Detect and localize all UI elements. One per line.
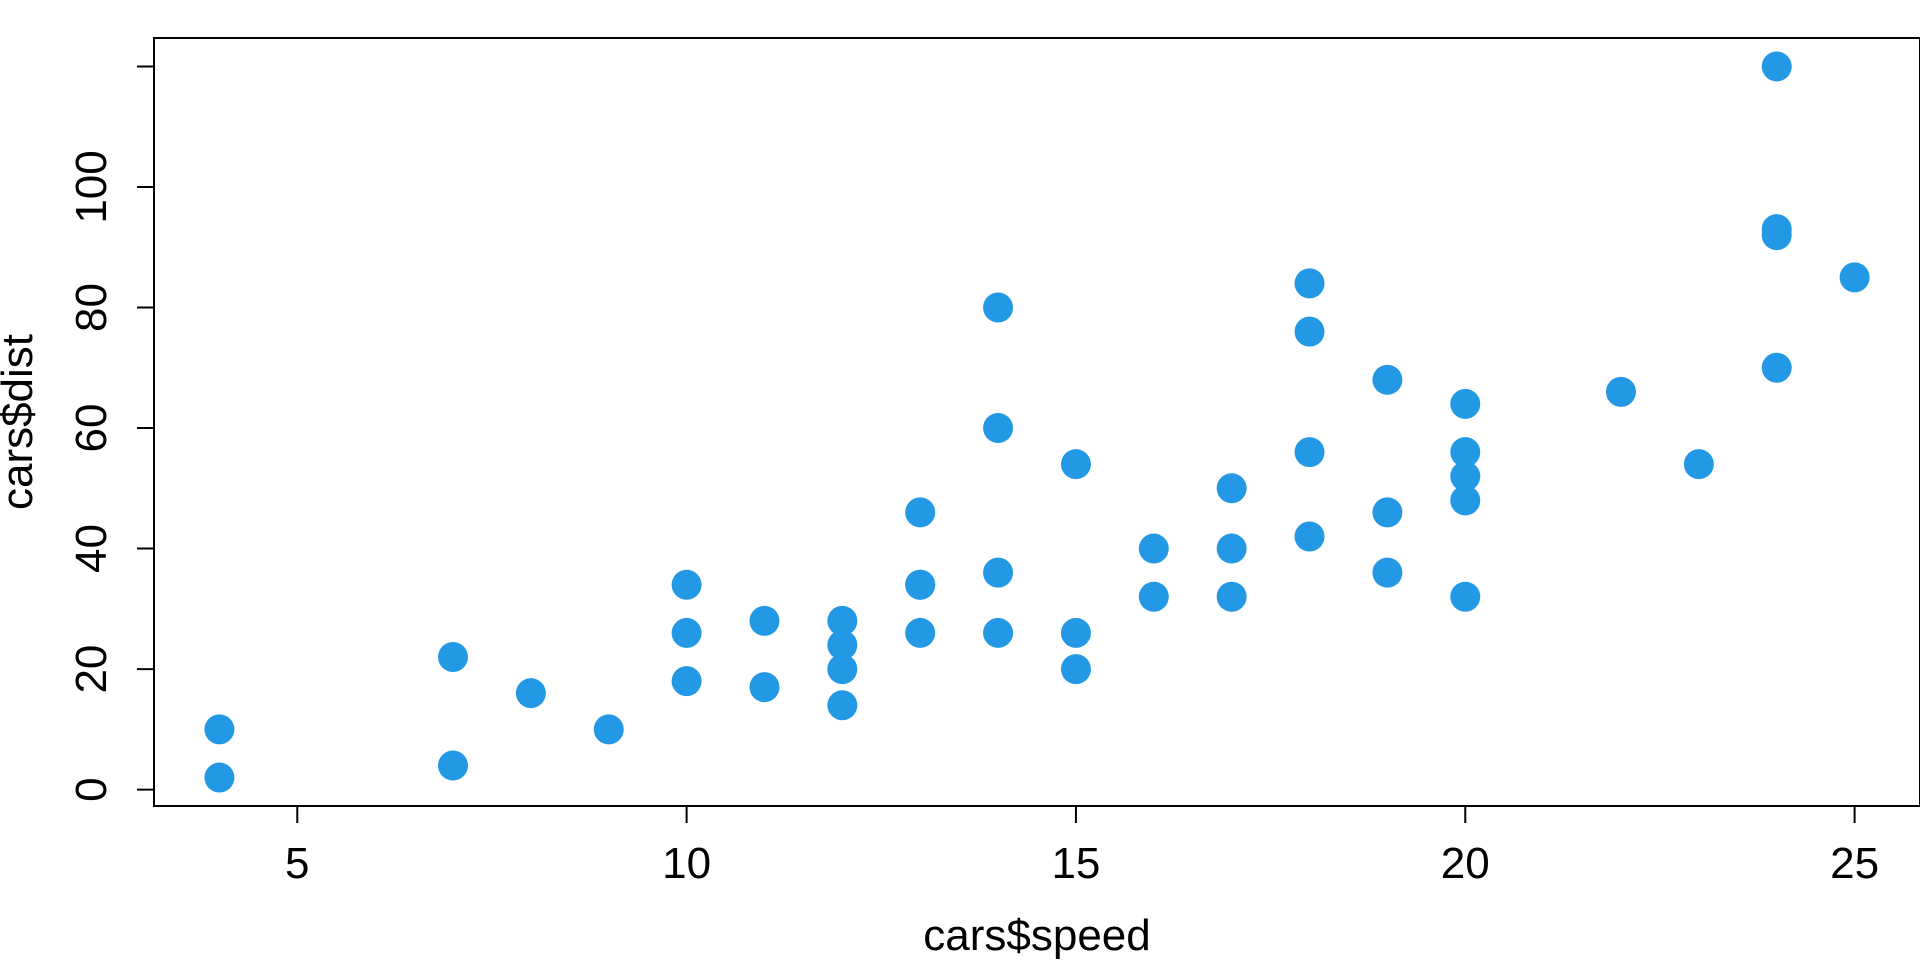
data-point	[983, 557, 1014, 588]
data-point	[1216, 473, 1247, 504]
y-tick-label: 0	[67, 777, 116, 801]
data-point	[1294, 268, 1325, 299]
x-tick-label: 20	[1441, 839, 1490, 888]
x-tick-label: 5	[285, 839, 309, 888]
data-point	[1294, 521, 1325, 552]
data-points	[204, 51, 1870, 793]
data-point	[1060, 617, 1091, 648]
y-axis: 0 20 40 60 80 100	[67, 65, 155, 802]
data-point	[671, 569, 702, 600]
data-point	[1372, 364, 1403, 395]
data-point	[749, 605, 780, 636]
data-point	[1294, 437, 1325, 468]
data-point	[827, 690, 858, 721]
y-tick-label: 60	[67, 404, 116, 453]
data-point	[1216, 533, 1247, 564]
y-axis-label: cars$dist	[0, 334, 42, 510]
data-point	[749, 672, 780, 703]
x-tick-label: 10	[662, 839, 711, 888]
data-point	[1450, 461, 1481, 492]
data-point	[438, 642, 469, 673]
data-point	[1372, 557, 1403, 588]
data-point	[1138, 533, 1169, 564]
data-point	[671, 617, 702, 648]
y-tick-label: 20	[67, 645, 116, 694]
data-point	[593, 714, 624, 745]
data-point	[204, 714, 235, 745]
data-point	[1605, 376, 1636, 407]
x-axis-label: cars$speed	[923, 911, 1150, 960]
data-point	[515, 678, 546, 709]
x-tick-label: 25	[1830, 839, 1879, 888]
data-point	[1450, 581, 1481, 612]
data-point	[905, 569, 936, 600]
data-point	[1060, 654, 1091, 685]
data-point	[827, 605, 858, 636]
data-point	[983, 413, 1014, 444]
data-point	[1683, 449, 1714, 480]
data-point	[1839, 262, 1870, 293]
y-tick-label: 80	[67, 283, 116, 332]
data-point	[905, 617, 936, 648]
x-axis: 5 10 15 20 25	[285, 805, 1879, 888]
plot-frame	[153, 37, 1920, 807]
data-point	[983, 292, 1014, 323]
data-point	[1216, 581, 1247, 612]
data-point	[1761, 352, 1792, 383]
data-point	[1450, 388, 1481, 419]
data-point	[905, 497, 936, 528]
data-point	[1761, 51, 1792, 82]
data-point	[1450, 485, 1481, 516]
data-point	[1372, 497, 1403, 528]
x-tick-label: 15	[1051, 839, 1100, 888]
y-tick-label: 100	[67, 150, 116, 223]
data-point	[1450, 437, 1481, 468]
data-point	[827, 629, 858, 660]
data-point	[1060, 449, 1091, 480]
data-point	[983, 617, 1014, 648]
data-point	[671, 666, 702, 697]
data-point	[1138, 581, 1169, 612]
y-tick-label: 40	[67, 524, 116, 573]
data-point	[1761, 214, 1792, 245]
data-point	[1294, 316, 1325, 347]
data-point	[438, 750, 469, 781]
data-point	[827, 654, 858, 685]
data-point	[204, 762, 235, 793]
